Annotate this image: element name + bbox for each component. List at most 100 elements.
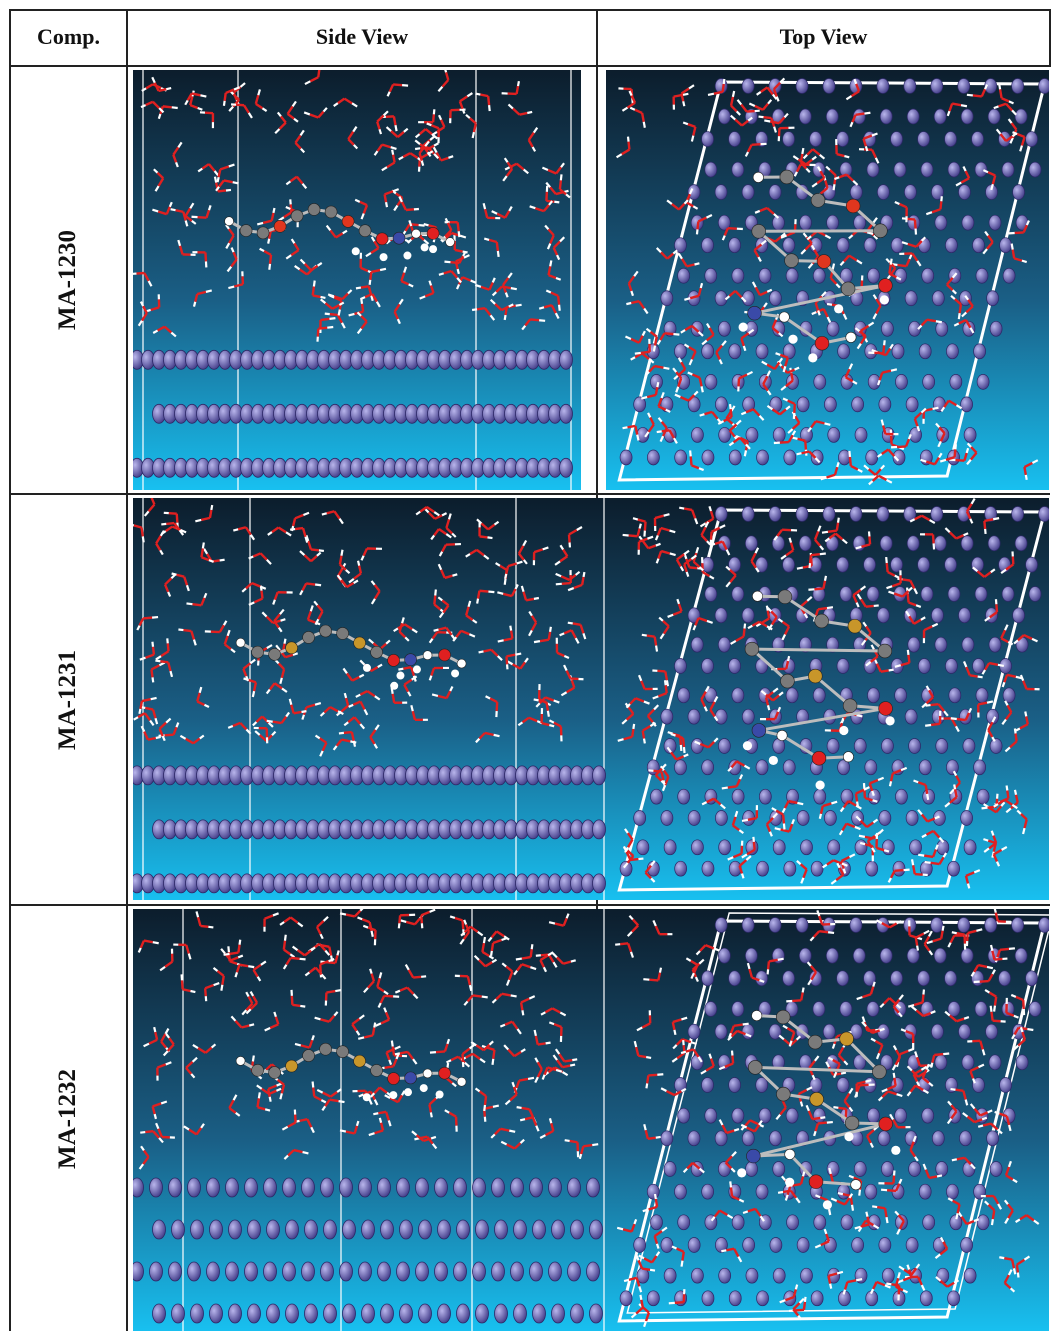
water-molecule — [138, 696, 157, 715]
water-molecule — [838, 822, 861, 836]
hydrogen-atom — [737, 1168, 747, 1178]
water-molecule — [644, 860, 656, 883]
water-molecule — [807, 420, 831, 433]
water-molecule — [808, 552, 826, 569]
water-molecule — [376, 110, 389, 135]
water-molecule — [982, 230, 994, 255]
water-molecule — [901, 236, 927, 248]
water-molecule — [555, 637, 570, 659]
water-molecule — [369, 724, 380, 749]
surface-atom-layer — [133, 1177, 600, 1198]
water-molecule — [616, 1218, 638, 1233]
water-molecule — [502, 157, 514, 182]
water-molecule — [925, 196, 943, 216]
water-molecule — [265, 682, 288, 695]
water-molecule — [490, 1127, 516, 1139]
water-molecule — [274, 111, 287, 135]
water-molecule — [473, 954, 498, 968]
water-molecule — [535, 953, 558, 968]
water-molecule — [253, 726, 269, 744]
water-molecule — [982, 169, 997, 191]
water-molecule — [963, 661, 983, 679]
water-molecule — [710, 1209, 734, 1222]
water-molecule — [381, 149, 396, 172]
top-view-render — [606, 498, 1049, 900]
water-molecule — [922, 1163, 943, 1180]
water-molecule — [431, 114, 446, 137]
water-molecule — [813, 1120, 833, 1137]
water-molecule — [617, 723, 636, 742]
render-background — [133, 70, 581, 490]
table-border-right — [1049, 9, 1051, 67]
water-molecule — [431, 686, 454, 700]
water-molecule — [267, 1082, 283, 1102]
water-molecule — [415, 506, 440, 517]
water-molecule — [578, 1143, 599, 1160]
water-molecule — [622, 523, 642, 538]
water-molecule — [290, 526, 309, 543]
water-molecule — [564, 1139, 580, 1158]
inhibitor-molecule — [737, 1009, 901, 1210]
water-molecule — [855, 531, 872, 550]
water-molecule — [657, 391, 671, 413]
water-molecule — [641, 381, 660, 400]
water-molecule — [475, 731, 500, 744]
water-molecule — [782, 397, 797, 419]
water-molecule — [652, 669, 670, 687]
water-molecule — [880, 1178, 903, 1193]
water-molecule — [889, 1113, 911, 1129]
water-molecule — [505, 652, 522, 670]
water-molecule — [273, 608, 285, 633]
surface-atom-layer — [152, 403, 573, 424]
water-molecule — [299, 258, 323, 272]
water-molecule — [700, 1053, 715, 1075]
water-molecule — [1012, 131, 1026, 152]
water-molecule — [567, 571, 586, 592]
water-molecule — [227, 721, 252, 735]
hydrogen-atom — [788, 334, 798, 344]
water-molecule — [520, 585, 540, 602]
water-molecule — [501, 962, 514, 986]
surface-atom-grid — [619, 917, 1049, 1307]
water-molecule — [539, 951, 554, 973]
water-molecule — [977, 700, 994, 718]
water-molecule — [906, 1084, 929, 1097]
row-divider — [9, 904, 1050, 906]
water-molecule — [471, 307, 496, 321]
water-molecule — [718, 1119, 740, 1135]
hydrogen-atom — [891, 1145, 901, 1155]
top-view-render — [606, 909, 1049, 1331]
water-molecule — [844, 363, 858, 385]
water-molecule — [259, 247, 273, 270]
water-molecule — [143, 1026, 159, 1048]
water-molecule — [913, 779, 930, 800]
water-molecule — [528, 610, 538, 637]
water-molecule — [177, 239, 196, 256]
water-molecule — [888, 766, 908, 787]
water-molecule — [680, 324, 704, 337]
water-molecule — [684, 282, 704, 301]
inhibitor-molecule — [742, 589, 895, 790]
surface-atom-layer — [152, 1303, 603, 1324]
water-molecule — [481, 936, 495, 960]
water-molecule — [839, 254, 863, 266]
water-molecule — [137, 939, 159, 953]
water-molecule — [868, 474, 893, 486]
water-molecule — [655, 549, 676, 564]
water-molecule — [701, 797, 726, 810]
water-molecule — [319, 706, 344, 717]
water-molecule — [483, 237, 500, 258]
water-molecule — [497, 625, 514, 643]
water-molecule — [753, 239, 767, 262]
water-molecule — [917, 809, 940, 823]
water-molecule — [854, 786, 870, 807]
water-molecule — [921, 685, 935, 709]
water-molecule — [245, 991, 259, 1015]
water-molecule — [506, 657, 529, 670]
water-molecule — [727, 840, 744, 861]
water-molecule — [234, 963, 255, 978]
water-molecule — [914, 929, 930, 951]
side-view-image-row-2 — [133, 498, 606, 900]
water-molecule — [294, 1035, 315, 1049]
water-molecule — [558, 174, 571, 199]
